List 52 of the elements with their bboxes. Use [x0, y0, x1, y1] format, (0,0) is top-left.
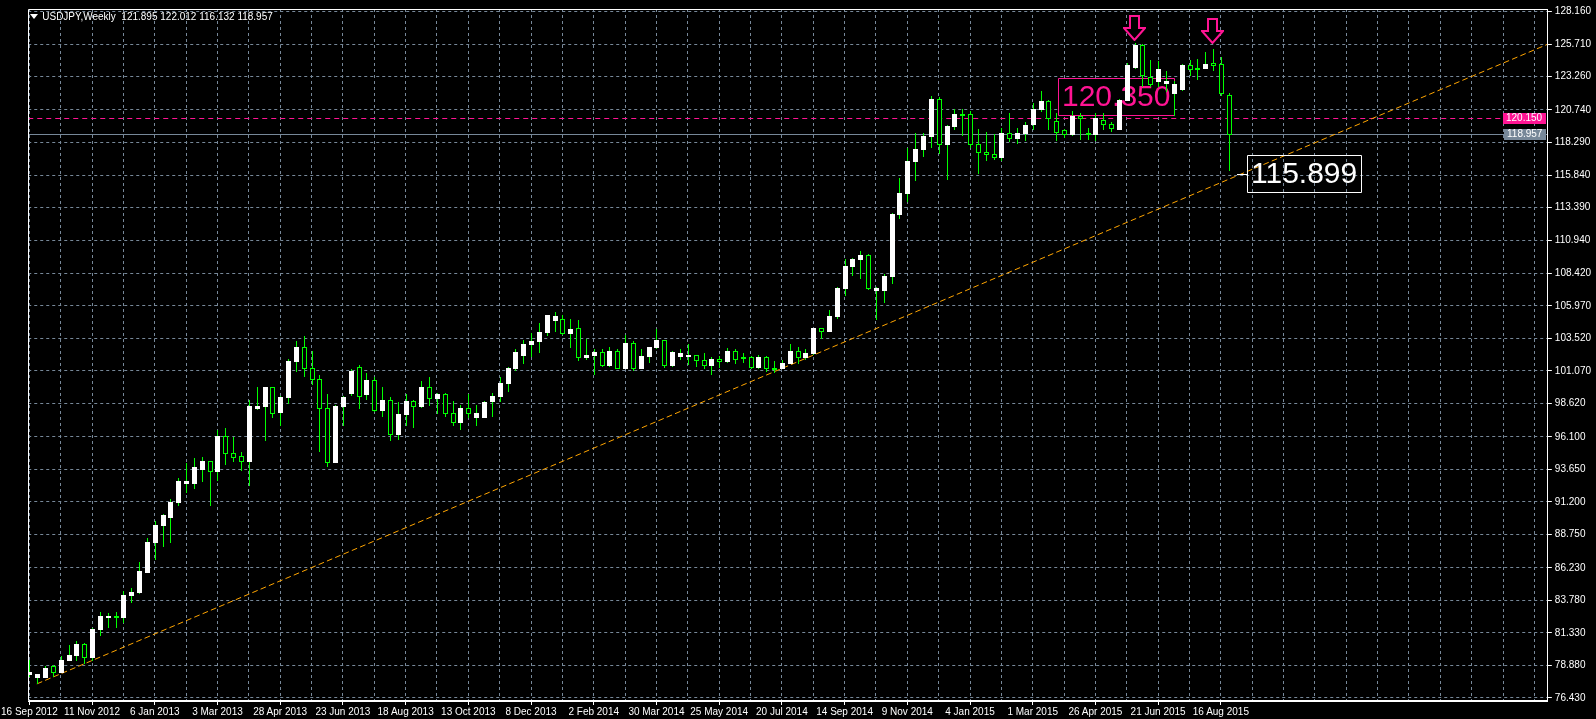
x-tick-label: 6 Jan 2013: [130, 705, 180, 717]
y-tick-label: 88.750: [1554, 528, 1586, 540]
y-tick-label: 96.100: [1554, 430, 1586, 442]
candlestick: [874, 287, 879, 320]
x-tick-label: 28 Apr 2013: [253, 705, 308, 717]
y-tick-label: 83.780: [1554, 594, 1586, 606]
y-tick-label: 101.070: [1554, 364, 1592, 376]
x-tick-label: 30 Mar 2014: [628, 705, 685, 717]
x-tick-label: 1 Mar 2015: [1007, 705, 1059, 717]
chart-title: USDJPY,Weekly 121.895 122.012 116.132 118.957: [42, 10, 274, 22]
y-tick-label: 110.940: [1554, 233, 1591, 245]
x-tick-label: 23 Jun 2013: [315, 705, 371, 717]
annotation: 115.899: [1251, 156, 1358, 190]
x-tick-label: 14 Sep 2014: [816, 705, 874, 717]
x-tick-label: 16 Sep 2012: [1, 705, 59, 717]
y-tick-label: 128.160: [1554, 5, 1592, 17]
x-tick-label: 20 Jul 2014: [756, 705, 809, 717]
y-tick-label: 120.740: [1554, 103, 1592, 115]
y-tick-label: 81.330: [1554, 626, 1586, 638]
x-tick-label: 11 Nov 2012: [64, 705, 121, 717]
candlestick: [1195, 59, 1200, 80]
x-tick-label: 2 Feb 2014: [568, 705, 620, 717]
y-tick-label: 86.230: [1554, 561, 1586, 573]
y-tick-label: 103.520: [1554, 332, 1592, 344]
x-tick-label: 13 Oct 2013: [441, 705, 497, 717]
x-tick-label: 21 Jun 2015: [1130, 705, 1187, 717]
x-tick-label: 26 Apr 2015: [1068, 705, 1123, 717]
y-tick-label: 123.260: [1554, 70, 1592, 82]
candlestick: [984, 132, 989, 161]
candlestick: [686, 344, 691, 365]
x-tick-label: 25 May 2014: [690, 705, 749, 717]
y-tick-label: 118.290: [1554, 136, 1591, 148]
ref-line-label: 120.150: [1506, 112, 1543, 124]
y-tick-label: 125.710: [1554, 37, 1592, 49]
x-tick-label: 3 Mar 2013: [192, 705, 244, 717]
y-tick-label: 105.970: [1554, 299, 1592, 311]
ref-line-label: 118.957: [1507, 127, 1543, 139]
y-tick-label: 108.420: [1554, 267, 1592, 279]
x-tick-label: 8 Dec 2013: [505, 705, 558, 717]
x-tick-label: 18 Aug 2013: [377, 705, 435, 717]
y-tick-label: 115.840: [1554, 168, 1591, 180]
y-tick-label: 78.880: [1554, 659, 1586, 671]
y-tick-label: 91.200: [1554, 495, 1586, 507]
candlestick: [960, 109, 965, 136]
y-tick-label: 93.650: [1554, 463, 1586, 475]
candlestick: [184, 463, 189, 493]
y-tick-label: 113.390: [1554, 201, 1591, 213]
x-tick-label: 9 Nov 2014: [881, 705, 934, 717]
y-tick-label: 76.430: [1554, 691, 1586, 703]
y-tick-label: 98.620: [1554, 397, 1586, 409]
x-tick-label: 16 Aug 2015: [1192, 705, 1250, 717]
x-tick-label: 4 Jan 2015: [945, 705, 996, 717]
